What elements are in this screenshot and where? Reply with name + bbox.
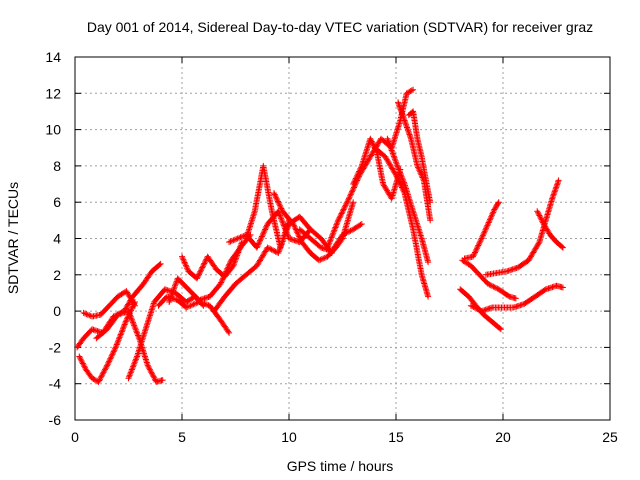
data-point-markers — [179, 239, 245, 282]
x-tick-label: 5 — [178, 429, 186, 445]
series-arc-19 — [405, 108, 434, 206]
data-point-markers — [243, 162, 292, 251]
y-axis-label: SDTVAR / TECUs — [5, 182, 21, 294]
y-tick-label: 8 — [53, 158, 61, 174]
data-point-markers — [384, 135, 432, 266]
series-arc-5 — [125, 286, 207, 382]
y-tick-label: 0 — [53, 303, 61, 319]
series-arc-6 — [155, 293, 233, 336]
y-tick-label: -6 — [49, 412, 62, 428]
data-point-markers — [467, 282, 566, 315]
data-point-markers — [350, 135, 404, 202]
series-arc-15 — [350, 135, 404, 202]
x-tick-label: 20 — [495, 429, 511, 445]
series-arc-21 — [461, 199, 502, 262]
data-point-markers — [459, 257, 519, 302]
series-arc-25 — [534, 208, 566, 251]
series-arc-8 — [179, 239, 245, 282]
y-tick-label: -2 — [49, 339, 62, 355]
data-point-markers — [405, 108, 434, 206]
data-marks — [74, 86, 566, 385]
y-tick-label: 6 — [53, 194, 61, 210]
x-axis-label: GPS time / hours — [287, 458, 394, 474]
series-arc-22 — [459, 257, 519, 302]
x-tick-label: 15 — [388, 429, 404, 445]
data-point-markers — [482, 177, 562, 278]
y-tick-label: -4 — [49, 376, 62, 392]
y-tick-label: 10 — [45, 122, 61, 138]
x-tick-label: 25 — [602, 429, 618, 445]
series-arc-3 — [80, 288, 138, 320]
x-tick-label: 0 — [71, 429, 79, 445]
x-tick-labels: 0 5 10 15 20 25 — [71, 429, 618, 445]
axis-ticks — [74, 56, 611, 421]
series-arc-17 — [384, 135, 432, 266]
data-point-markers — [155, 293, 233, 336]
data-point-markers — [93, 308, 166, 385]
y-tick-label: 12 — [45, 85, 61, 101]
chart-title: Day 001 of 2014, Sidereal Day-to-day VTE… — [87, 19, 593, 35]
data-point-markers — [296, 221, 365, 255]
y-tick-label: 4 — [53, 231, 61, 247]
series-arc-13 — [296, 221, 365, 255]
data-point-markers — [125, 286, 207, 382]
series-arc-23 — [467, 282, 566, 315]
y-tick-label: 14 — [45, 49, 61, 65]
y-tick-label: 2 — [53, 267, 61, 283]
data-point-markers — [461, 199, 502, 262]
series-arc-24 — [482, 177, 562, 278]
x-tick-label: 10 — [281, 429, 297, 445]
series-arc-11 — [243, 162, 292, 251]
data-point-markers — [534, 208, 566, 251]
data-point-markers — [80, 288, 138, 320]
series-arc-4 — [93, 308, 166, 385]
y-tick-labels: -6 -4 -2 0 2 4 6 8 10 12 14 — [45, 49, 61, 428]
